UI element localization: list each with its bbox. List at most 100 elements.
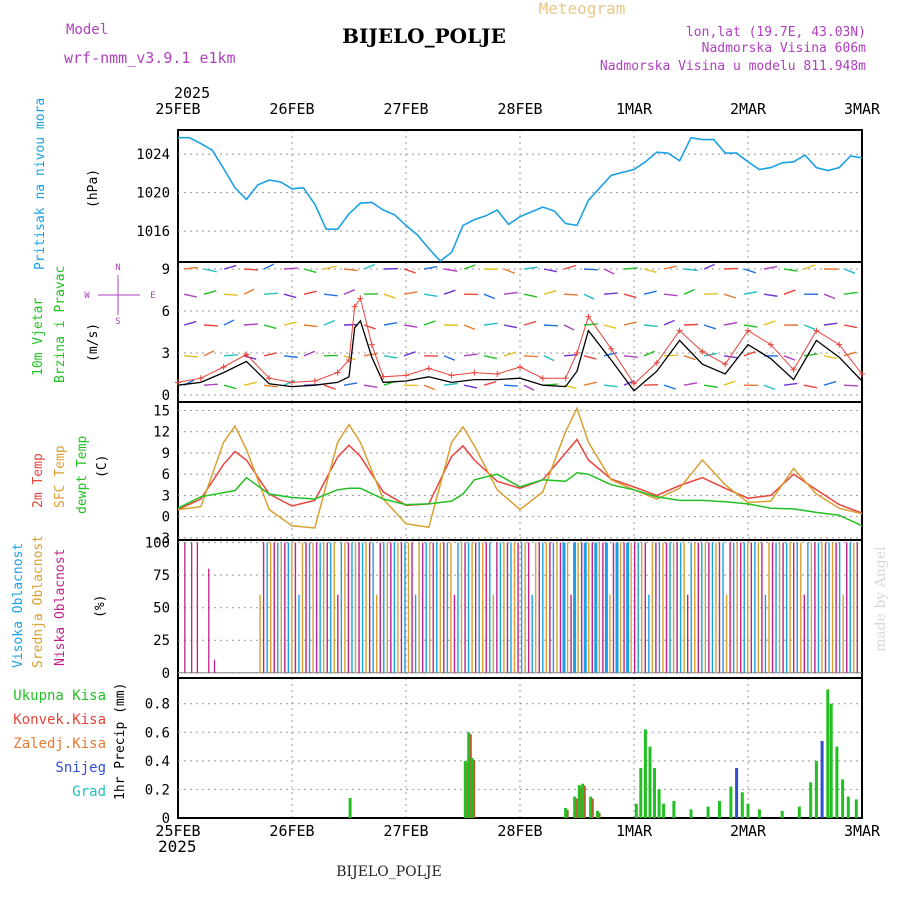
- wind-arrow: [383, 322, 398, 326]
- wind-arrow: [403, 291, 418, 295]
- precip-bar: [634, 803, 638, 818]
- wind-arrow: [183, 355, 198, 358]
- wind-arrow: [783, 268, 798, 272]
- wind-arrow: [183, 266, 198, 270]
- elevation-text: Nadmorska Visina 606m: [702, 41, 867, 56]
- precip-bar: [706, 806, 710, 818]
- wind-arrow: [663, 384, 676, 390]
- wind-arrow: [643, 290, 657, 295]
- precip-bar: [643, 729, 647, 818]
- plot-area: 25FEB 25FEB 26FEB 26FEB 27FEB 27FEB 28FEB 28FEB…: [136, 100, 881, 840]
- wind-arrow: [823, 380, 837, 386]
- pressure-ylabel: Pritisak na nivou mora: [33, 98, 48, 270]
- wind-arrow: [663, 319, 675, 326]
- wind-gust-marker: [311, 378, 318, 384]
- wind-arrow: [503, 351, 517, 357]
- wind-arrow: [323, 265, 337, 270]
- y-tick-label: 0: [162, 388, 170, 404]
- wind-arrow: [263, 352, 277, 357]
- precip-bar: [657, 789, 661, 818]
- wind-arrow: [763, 320, 776, 326]
- panel-frame: [177, 261, 863, 403]
- wind-arrow: [343, 268, 358, 272]
- wind-arrow: [283, 321, 297, 326]
- wind-arrow: [563, 264, 577, 270]
- year-bottom: 2025: [158, 837, 197, 856]
- wind-arrow: [303, 350, 315, 357]
- precip-bar-freezing: [598, 812, 601, 818]
- wind-arrow: [283, 355, 298, 359]
- wind-gust-marker: [539, 375, 546, 382]
- wind-arrow: [683, 382, 698, 386]
- y-tick-label: 3: [162, 488, 170, 504]
- wind-gust-marker: [471, 369, 478, 376]
- wind-arrow: [223, 384, 237, 390]
- wind-arrow: [223, 264, 237, 270]
- wind-arrow: [583, 268, 598, 271]
- wind-arrow: [443, 268, 458, 272]
- wind-arrow: [783, 289, 796, 295]
- precip-unit: 1hr Precip (mm): [113, 683, 128, 800]
- temp-sfc-line: [177, 406, 863, 529]
- precip-bar: [841, 779, 845, 818]
- wind-arrow: [743, 351, 756, 357]
- wind-gust-marker: [676, 327, 683, 334]
- wind-arrow: [463, 353, 478, 357]
- wind-arrow: [283, 293, 297, 299]
- x-tick-label-top: 2MAR: [730, 100, 767, 118]
- wind-ylabel-sub: Brzina i Pravac: [53, 266, 68, 383]
- wind-gust-marker: [334, 369, 341, 376]
- precip-bar: [648, 746, 652, 818]
- precip-legend: Ukupna Kisa Konvek.Kisa Zaledj.Kisa Snij…: [13, 688, 106, 800]
- wind-arrow: [643, 350, 655, 357]
- wind-arrow: [483, 322, 498, 326]
- compass-rose: N W E S: [84, 263, 155, 327]
- wind-gust-marker: [653, 359, 660, 366]
- panel-frame: [177, 677, 863, 819]
- legend-snow: Snijeg: [55, 760, 106, 776]
- precip-bar: [826, 689, 830, 818]
- y-tick-label: 50: [153, 601, 170, 617]
- wind-gust-marker: [197, 375, 204, 382]
- year-top: 2025: [174, 84, 210, 102]
- precip-bar: [797, 806, 801, 818]
- wind-arrow: [223, 354, 238, 357]
- precip-bar: [829, 703, 833, 818]
- wind-arrow: [803, 324, 816, 330]
- precip-bar: [780, 810, 784, 818]
- wind-arrow: [783, 382, 798, 386]
- wind-gust-marker: [574, 350, 580, 356]
- wind-arrow: [243, 323, 258, 326]
- precip-bar: [589, 796, 593, 818]
- wind-gust-marker: [859, 371, 865, 377]
- compass-north: N: [115, 263, 120, 273]
- precip-bar-freezing: [566, 810, 569, 818]
- wind-arrow: [323, 384, 336, 390]
- wind-arrow: [483, 381, 497, 386]
- wind-gust-marker: [699, 348, 706, 355]
- wind-gust-marker: [380, 373, 387, 380]
- wind-gust-marker: [425, 365, 432, 372]
- y-tick-label: 0: [162, 510, 170, 526]
- precip-bar: [348, 798, 352, 818]
- wind-arrow: [263, 292, 278, 295]
- wind-gust-marker: [175, 379, 181, 386]
- wind-arrow: [703, 384, 718, 388]
- y-tick-label: 6: [162, 304, 170, 320]
- precip-bar-freezing: [584, 785, 586, 818]
- wind-arrow: [643, 268, 657, 273]
- wind-arrow: [603, 384, 618, 388]
- wind-arrow: [503, 324, 518, 329]
- wind-arrow: [203, 350, 215, 357]
- temp-unit: (C): [95, 455, 110, 478]
- wind-arrow: [203, 268, 217, 273]
- wind-arrow: [643, 324, 658, 328]
- wind-arrow: [523, 384, 535, 391]
- compass-south: S: [115, 317, 120, 327]
- wind-arrow: [823, 293, 836, 300]
- temp-dewpt-line: [177, 472, 863, 527]
- y-tick-label: 9: [162, 446, 170, 462]
- precip-bar: [740, 792, 744, 818]
- station-title: BIJELO_POLJE: [342, 24, 506, 48]
- precip-bar: [718, 800, 721, 818]
